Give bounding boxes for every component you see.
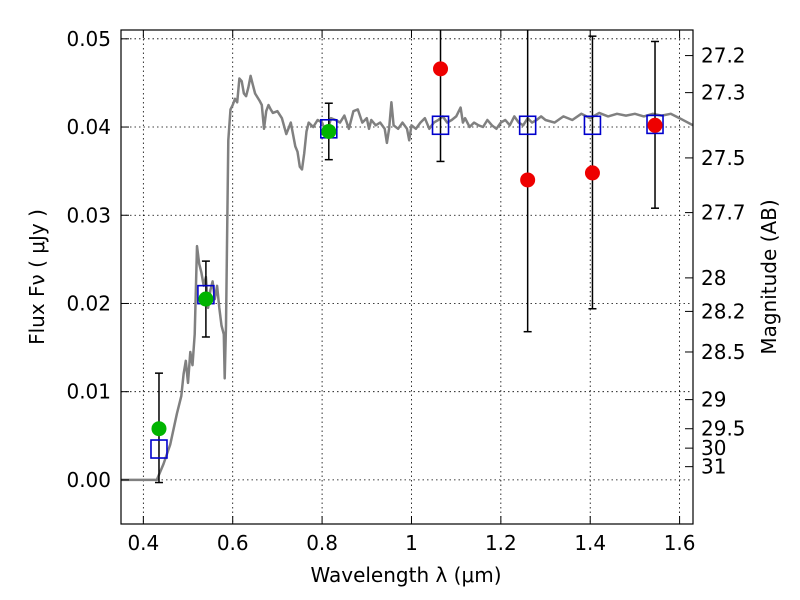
model-flux-square (583, 115, 602, 136)
observed-flux-point (321, 123, 337, 139)
plot-frame (120, 29, 694, 525)
right-tick-label: 27.5 (701, 146, 746, 170)
x-tick-label: 0.4 (127, 531, 159, 555)
y-tick-label: 0.01 (66, 380, 111, 404)
right-tick-label: 28.5 (701, 340, 746, 364)
y-tick-label: 0.03 (66, 203, 111, 227)
observed-flux-point (520, 172, 536, 188)
observed-flux-point (647, 117, 663, 133)
observed-flux-point (584, 165, 600, 181)
right-tick-label: 29 (701, 388, 726, 412)
tick-layer: 0.4 0.6 0.8 1 1.2 1.4 1.6 0.00 0.01 0.02 0.03 0.04 0… (66, 27, 745, 555)
right-tick-label: 30 (701, 436, 726, 460)
right-tick-label: 27.7 (701, 201, 746, 225)
model-flux-square (150, 439, 168, 459)
right-tick-label: 27.2 (701, 44, 746, 68)
x-tick-label: 1.6 (664, 531, 696, 555)
model-flux-square (431, 115, 450, 136)
y-tick-label: 0.00 (66, 468, 111, 492)
right-tick-label: 28.2 (701, 299, 746, 323)
right-tick-label: 27.3 (701, 81, 746, 105)
right-tick-label: 29.5 (701, 417, 746, 441)
model-flux-square (646, 114, 664, 135)
x-axis-label: Wavelength λ (μm) (310, 563, 501, 587)
grid-lines (121, 30, 693, 524)
right-tick-label: 28 (701, 266, 726, 290)
observed-flux-point (151, 421, 167, 437)
y-tick-label: 0.04 (66, 115, 111, 139)
data-layer (121, 30, 693, 484)
x-tick-label: 1 (405, 531, 418, 555)
observed-flux-point (198, 291, 214, 307)
x-tick-label: 1.4 (574, 531, 606, 555)
y-axis-label: Flux Fν ( μJy ) (25, 209, 49, 345)
y-tick-label: 0.05 (66, 27, 111, 51)
x-tick-label: 0.8 (306, 531, 338, 555)
x-tick-label: 0.6 (217, 531, 249, 555)
model-flux-square (518, 115, 537, 136)
observed-flux-point (433, 61, 449, 77)
right-axis-label: Magnitude (AB) (757, 199, 781, 354)
right-tick-label: 31 (701, 455, 726, 479)
y-tick-label: 0.02 (66, 291, 111, 315)
x-tick-label: 1.2 (485, 531, 517, 555)
